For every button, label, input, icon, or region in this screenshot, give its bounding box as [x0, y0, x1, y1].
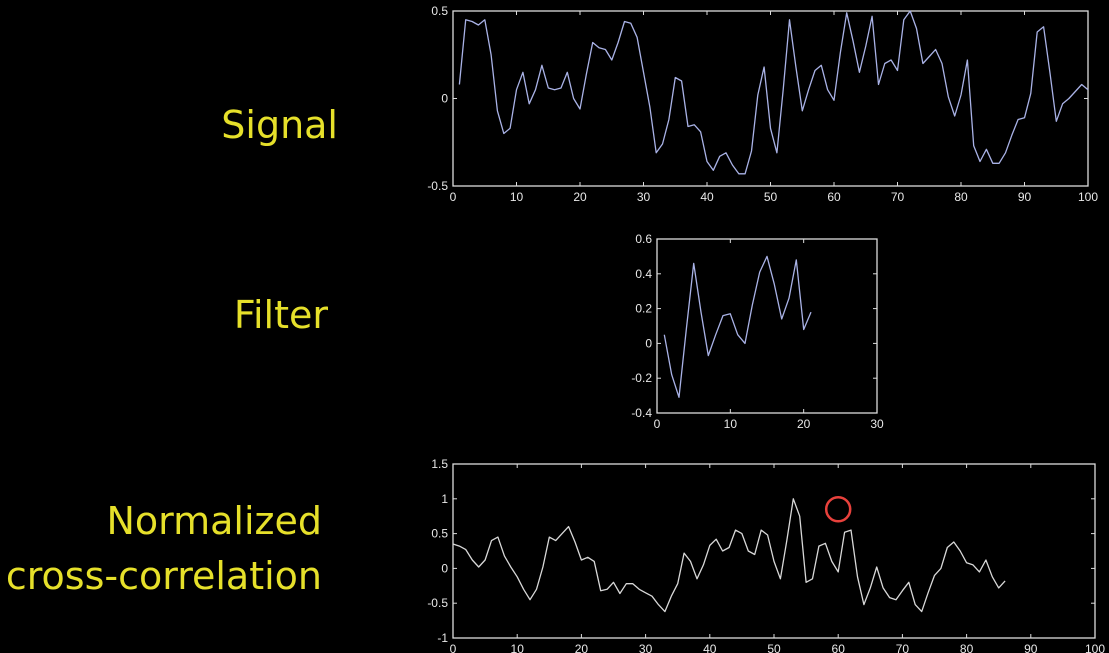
signal-x-tick-label: 50	[764, 190, 778, 204]
filter-y-tick-label: -0.4	[631, 406, 652, 420]
ncc-x-tick-label: 100	[1085, 642, 1105, 653]
signal-x-tick-label: 100	[1078, 190, 1098, 204]
signal-x-tick-label: 0	[450, 190, 457, 204]
ncc-x-tick-label: 0	[450, 642, 457, 653]
signal-x-tick-label: 80	[954, 190, 968, 204]
filter-y-tick-label: 0.4	[635, 267, 652, 281]
ncc-label: Normalized cross-correlation	[0, 494, 322, 604]
filter-y-tick-label: 0	[645, 336, 652, 350]
ncc-x-tick-label: 30	[639, 642, 653, 653]
signal-x-tick-label: 20	[573, 190, 587, 204]
ncc-x-tick-label: 80	[960, 642, 974, 653]
filter-plot-frame	[656, 238, 878, 414]
ncc-x-tick-label: 20	[575, 642, 589, 653]
signal-plot-frame	[452, 10, 1089, 187]
ncc-x-tick-label: 10	[511, 642, 525, 653]
ncc-label-line2: cross-correlation	[5, 554, 322, 599]
filter-label: Filter	[233, 293, 328, 337]
filter-y-tick-label: 0.2	[635, 302, 652, 316]
filter-x-tick-label: 0	[654, 417, 661, 431]
ncc-label-line1: Normalized	[106, 499, 323, 543]
ncc-plot-frame	[452, 463, 1096, 639]
filter-chart: 0 10 20 30 -0.4 -0.2 0 0.2 0.4 0.6	[631, 232, 884, 431]
ncc-y-tick-label: 1	[441, 492, 448, 506]
signal-x-tick-label: 10	[510, 190, 524, 204]
signal-x-tick-label: 70	[891, 190, 905, 204]
filter-series-line	[663, 255, 812, 398]
ncc-y-tick-label: 0.5	[431, 527, 448, 541]
filter-y-tick-label: -0.2	[631, 371, 652, 385]
ncc-x-tick-label: 90	[1024, 642, 1038, 653]
signal-y-tick-label: 0.5	[431, 4, 448, 18]
filter-x-tick-label: 30	[870, 417, 884, 431]
signal-x-tick-label: 40	[700, 190, 714, 204]
filter-x-tick-label: 10	[724, 417, 738, 431]
filter-y-tick-label: 0.6	[635, 232, 652, 246]
ncc-y-tick-label: 1.5	[431, 457, 448, 471]
ncc-y-tick-label: -0.5	[427, 596, 448, 610]
ncc-x-tick-label: 60	[832, 642, 846, 653]
peak-marker-circle	[824, 495, 852, 523]
ncc-x-tick-label: 50	[767, 642, 781, 653]
signal-x-tick-label: 90	[1018, 190, 1032, 204]
ncc-y-tick-label: -1	[437, 631, 448, 645]
signal-x-tick-label: 60	[827, 190, 841, 204]
ncc-x-tick-label: 40	[703, 642, 717, 653]
filter-x-tick-label: 20	[797, 417, 811, 431]
signal-series-line	[458, 10, 1089, 175]
signal-y-tick-label: 0	[441, 92, 448, 106]
ncc-x-tick-label: 70	[896, 642, 910, 653]
ncc-chart: 0 10 20 30 40 50 60 70 80 90 100 -1 -0.5 0 0.5 1 1.5	[427, 457, 1105, 653]
signal-chart: 0 10 20 30 40 50 60 70 80 90 100-0.500.5	[427, 4, 1098, 204]
signal-label: Signal	[221, 103, 338, 147]
ncc-series-line	[452, 498, 1006, 613]
ncc-y-tick-label: 0	[441, 561, 448, 575]
signal-y-tick-label: -0.5	[427, 179, 448, 193]
signal-x-tick-label: 30	[637, 190, 651, 204]
